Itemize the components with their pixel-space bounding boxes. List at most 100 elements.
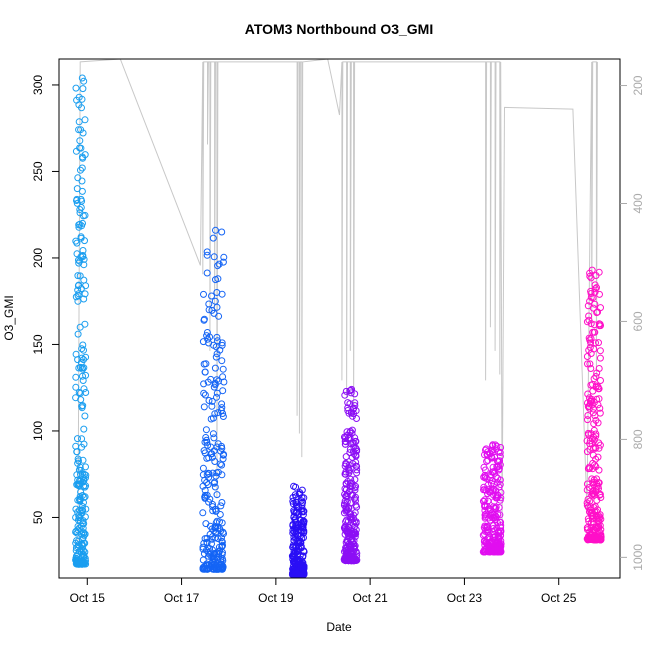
data-point: [80, 255, 88, 263]
data-point: [78, 95, 86, 103]
data-point: [586, 269, 594, 277]
data-point: [589, 451, 597, 459]
data-point: [80, 385, 88, 393]
data-point: [79, 129, 87, 137]
data-point: [77, 144, 85, 152]
data-point: [72, 373, 80, 381]
data-point: [203, 438, 211, 446]
data-point: [300, 507, 308, 515]
data-point: [290, 524, 298, 532]
data-point: [594, 511, 602, 519]
data-point: [72, 84, 80, 92]
data-point: [586, 297, 594, 305]
data-point: [74, 526, 82, 534]
data-point: [207, 375, 215, 383]
data-point: [218, 400, 226, 408]
data-point: [584, 534, 592, 542]
data-point: [497, 518, 505, 526]
series-6: [583, 266, 605, 544]
data-point: [290, 507, 298, 515]
data-point: [592, 383, 600, 391]
data-point: [590, 504, 598, 511]
data-point: [210, 341, 218, 349]
data-point: [342, 453, 350, 461]
data-point: [342, 480, 350, 488]
data-point: [80, 261, 88, 269]
data-point: [80, 482, 88, 490]
data-point: [199, 464, 207, 472]
data-point: [218, 444, 226, 452]
data-point: [289, 494, 297, 501]
data-point: [219, 562, 227, 570]
data-point: [351, 476, 359, 484]
data-point: [289, 526, 297, 534]
data-point: [74, 435, 81, 443]
data-point: [341, 391, 349, 399]
data-point: [212, 353, 220, 361]
x-tick-label: Oct 23: [447, 591, 483, 605]
data-point: [72, 383, 80, 391]
data-point: [341, 440, 349, 448]
data-point: [214, 275, 222, 283]
data-point: [214, 524, 222, 532]
data-point: [81, 412, 89, 420]
data-point: [346, 482, 354, 490]
data-point: [199, 556, 207, 564]
data-point: [590, 478, 598, 486]
data-point: [345, 469, 353, 477]
data-point: [341, 437, 349, 445]
data-point: [74, 297, 82, 305]
data-point: [494, 474, 502, 482]
data-point: [75, 524, 83, 532]
data-point: [220, 530, 227, 538]
data-point: [481, 522, 489, 530]
data-point: [78, 177, 86, 185]
data-point: [595, 439, 603, 447]
data-point: [213, 333, 221, 341]
data-point: [79, 377, 87, 384]
data-point: [296, 490, 304, 498]
data-point: [76, 389, 84, 397]
data-point: [218, 357, 226, 365]
data-point: [204, 548, 212, 556]
data-point: [206, 495, 214, 503]
data-point: [596, 409, 604, 417]
data-point: [201, 491, 209, 499]
data-point: [74, 522, 82, 530]
data-point: [74, 272, 82, 280]
data-point: [488, 447, 495, 454]
data-point: [480, 483, 488, 491]
data-point: [199, 338, 207, 346]
data-point: [201, 368, 209, 376]
data-point: [74, 286, 82, 294]
data-point: [211, 297, 219, 305]
data-point: [78, 345, 86, 353]
data-point: [211, 549, 219, 557]
data-point: [352, 497, 359, 505]
data-point: [78, 187, 86, 195]
data-point: [351, 402, 359, 410]
data-point: [481, 547, 489, 555]
data-point: [76, 137, 84, 145]
right-y-tick-label: 400: [631, 193, 645, 213]
data-point: [480, 463, 488, 471]
data-point: [594, 308, 602, 316]
data-point: [211, 534, 219, 542]
data-point: [79, 372, 86, 380]
data-point: [75, 281, 83, 289]
data-point: [583, 437, 591, 445]
y-tick-label: 50: [31, 510, 45, 524]
data-point: [79, 534, 87, 541]
data-point: [591, 281, 599, 289]
data-point: [218, 228, 226, 236]
data-point: [80, 346, 87, 354]
data-point: [299, 562, 307, 570]
data-point: [583, 501, 591, 509]
data-point: [76, 323, 84, 331]
data-point: [494, 533, 502, 541]
data-point: [593, 369, 601, 377]
data-point: [584, 360, 591, 368]
data-point: [343, 556, 350, 564]
data-point: [76, 493, 84, 500]
data-point: [81, 290, 89, 298]
